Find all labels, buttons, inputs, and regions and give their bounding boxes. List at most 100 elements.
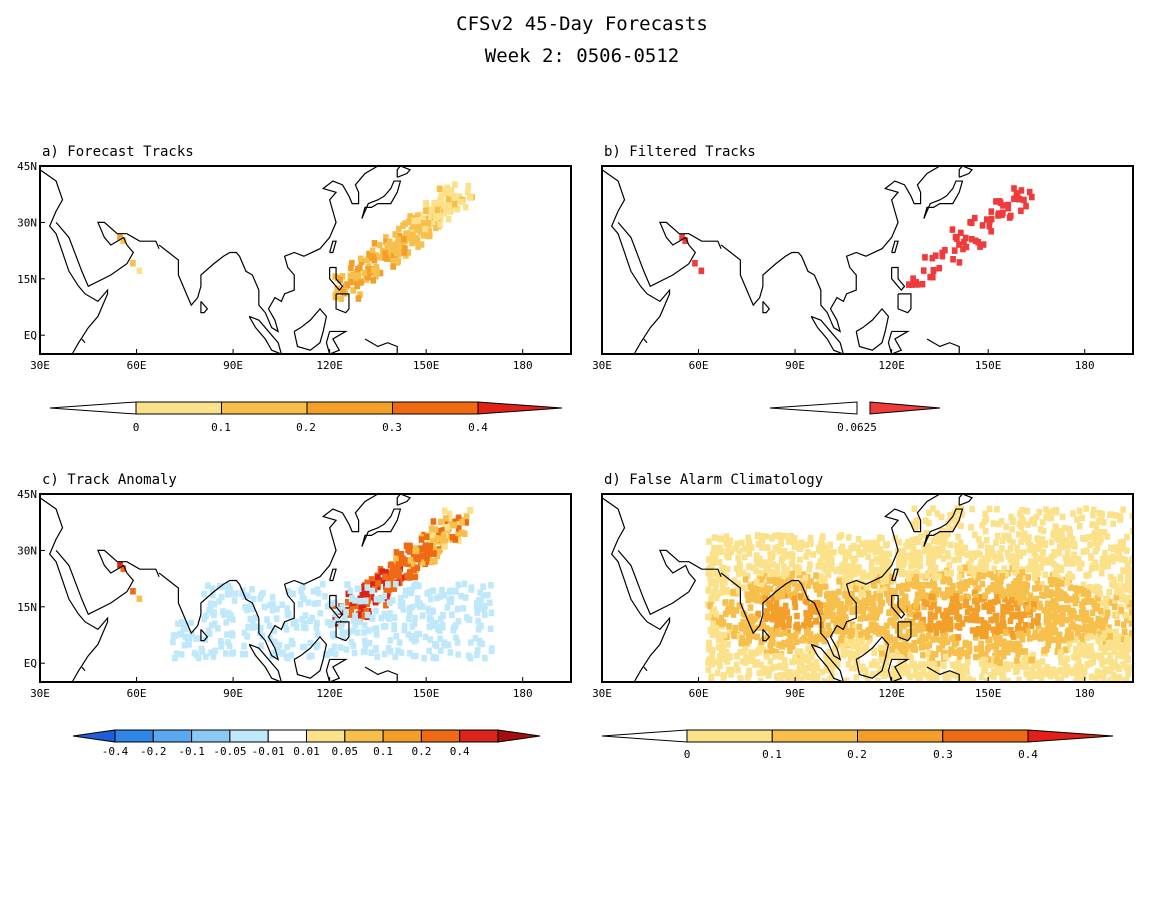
grid-cell xyxy=(913,517,920,524)
grid-cell xyxy=(453,197,460,204)
grid-cell xyxy=(879,599,886,607)
grid-cell xyxy=(400,555,406,562)
grid-cell xyxy=(1033,562,1039,570)
grid-cell xyxy=(829,674,835,682)
grid-cell xyxy=(373,595,380,603)
grid-cell xyxy=(445,195,452,203)
grid-cell xyxy=(395,236,402,244)
grid-cell xyxy=(390,263,396,270)
grid-cell xyxy=(926,509,932,517)
grid-cell xyxy=(752,615,758,623)
grid-cell xyxy=(1026,188,1033,196)
grid-cell xyxy=(924,572,930,579)
grid-cell xyxy=(210,653,217,660)
lon-tick-label: 180 xyxy=(1075,359,1095,372)
grid-cell xyxy=(949,226,956,233)
grid-cell xyxy=(1070,607,1076,615)
grid-cell xyxy=(1105,628,1112,635)
grid-cell xyxy=(785,586,792,594)
grid-cell xyxy=(813,618,820,625)
grid-cell xyxy=(1114,641,1121,649)
grid-cell xyxy=(724,566,731,573)
grid-cell xyxy=(285,587,292,595)
grid-cell xyxy=(804,598,810,606)
grid-cell xyxy=(939,612,946,619)
grid-cell xyxy=(313,624,320,632)
grid-cell xyxy=(977,551,983,558)
grid-cell xyxy=(1099,623,1106,631)
grid-cell xyxy=(783,592,789,599)
grid-cell xyxy=(201,615,208,623)
grid-cell xyxy=(429,558,435,566)
grid-cell xyxy=(1095,637,1102,645)
grid-cell xyxy=(821,565,828,573)
grid-cell xyxy=(461,580,468,588)
grid-cell xyxy=(953,639,960,646)
coastline-segment xyxy=(810,315,844,354)
grid-cell xyxy=(1061,524,1068,532)
grid-cell xyxy=(726,545,733,552)
grid-cell xyxy=(881,662,888,669)
grid-cell xyxy=(1129,527,1133,535)
grid-cell xyxy=(708,676,714,682)
grid-cell xyxy=(430,531,437,538)
colorbar-label: 0.2 xyxy=(411,745,431,758)
grid-cell xyxy=(455,581,462,589)
grid-cell xyxy=(973,616,979,624)
grid-cell xyxy=(797,556,803,563)
grid-cell xyxy=(888,670,895,678)
grid-cell xyxy=(836,623,843,630)
grid-cell xyxy=(1086,571,1092,579)
grid-cell xyxy=(820,602,826,609)
grid-cell xyxy=(366,639,373,647)
grid-cell xyxy=(1115,652,1121,659)
grid-cell xyxy=(477,622,483,629)
grid-cell xyxy=(963,615,970,623)
grid-cell xyxy=(814,664,821,672)
grid-cell xyxy=(987,599,994,607)
grid-cell xyxy=(1125,570,1132,577)
grid-cell xyxy=(864,572,871,579)
grid-cell xyxy=(388,570,395,578)
grid-cell xyxy=(1085,533,1092,541)
grid-cell xyxy=(717,544,723,552)
grid-cell xyxy=(369,614,376,622)
grid-cell xyxy=(792,631,799,638)
grid-cell xyxy=(838,636,844,644)
figure-title: CFSv2 45-Day Forecasts xyxy=(456,13,708,35)
grid-cell xyxy=(402,220,408,227)
grid-cell xyxy=(953,662,960,670)
grid-cell xyxy=(932,252,939,259)
colorbar-label: -0.2 xyxy=(140,745,167,758)
grid-cell xyxy=(857,631,864,638)
grid-cell xyxy=(1074,516,1080,523)
grid-cell xyxy=(772,545,779,552)
grid-cell xyxy=(1093,536,1099,544)
grid-cell xyxy=(860,569,867,577)
grid-cell xyxy=(383,254,390,262)
grid-cell xyxy=(178,618,185,626)
grid-cell xyxy=(426,588,433,596)
grid-cell xyxy=(836,605,843,612)
grid-cell xyxy=(927,598,933,606)
grid-cell xyxy=(811,636,818,643)
grid-cell xyxy=(1074,614,1080,622)
grid-cell xyxy=(720,568,727,576)
grid-cell xyxy=(1016,531,1022,538)
grid-cell xyxy=(871,546,878,553)
grid-cell xyxy=(823,666,830,674)
grid-cell xyxy=(786,622,792,629)
grid-cell xyxy=(901,660,907,667)
grid-cell xyxy=(806,637,813,645)
grid-cell xyxy=(864,676,871,682)
grid-cell xyxy=(1018,662,1025,670)
figure-subtitle: Week 2: 0506-0512 xyxy=(485,45,679,67)
grid-cell xyxy=(1007,590,1014,598)
grid-cell xyxy=(865,553,872,561)
grid-cell xyxy=(416,551,422,558)
grid-cell xyxy=(734,540,740,548)
grid-cell xyxy=(802,656,808,664)
grid-cell xyxy=(1015,642,1022,649)
grid-cell xyxy=(960,674,967,682)
grid-cell xyxy=(979,222,986,229)
